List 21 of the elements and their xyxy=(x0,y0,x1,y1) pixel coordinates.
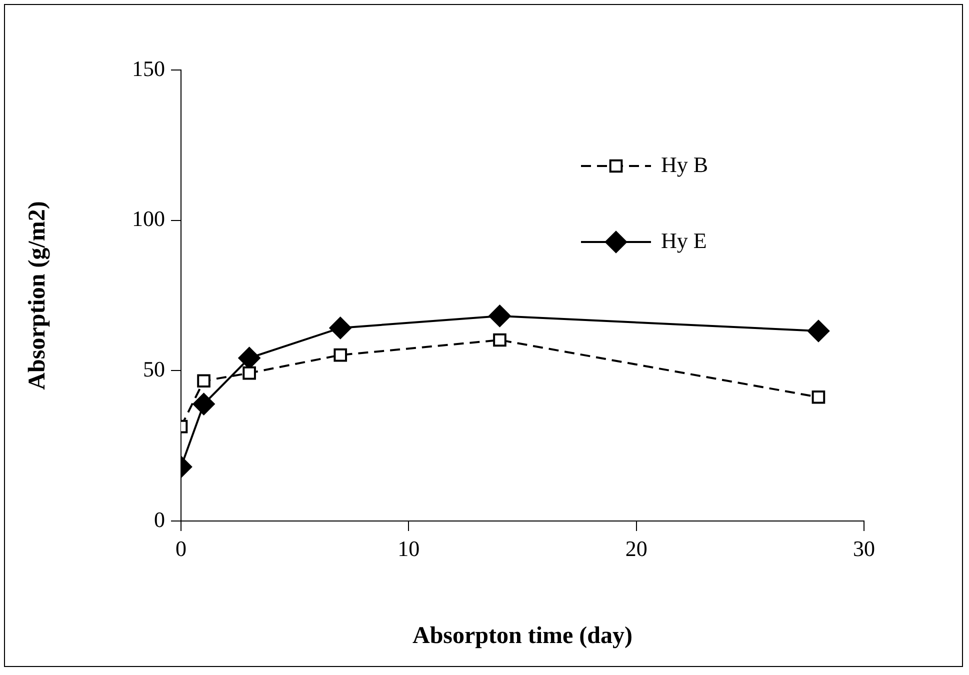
y-tick-label: 50 xyxy=(143,356,165,382)
point xyxy=(242,366,256,380)
x-tick-label: 20 xyxy=(625,536,648,561)
point xyxy=(329,316,352,339)
x-tick-label: 0 xyxy=(176,536,186,561)
y-axis-title: Absorption (g/m2) xyxy=(24,201,51,390)
point xyxy=(334,348,348,362)
legend-label: Hy B xyxy=(661,152,708,177)
y-tick-label: 150 xyxy=(132,56,165,81)
legend-label: Hy E xyxy=(661,228,707,253)
x-axis-title: Absorpton time (day) xyxy=(412,622,632,649)
point xyxy=(488,304,511,327)
x-tick-label: 30 xyxy=(853,536,875,561)
point xyxy=(192,393,215,416)
x-tick-label: 10 xyxy=(398,536,420,561)
y-tick-label: 0 xyxy=(154,506,165,532)
y-tick-label: 100 xyxy=(132,206,165,232)
point xyxy=(812,390,826,404)
point xyxy=(493,333,506,347)
point xyxy=(197,374,210,388)
point xyxy=(807,320,830,342)
